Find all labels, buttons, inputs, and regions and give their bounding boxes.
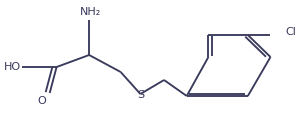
Text: S: S	[137, 90, 144, 100]
Text: NH₂: NH₂	[80, 7, 101, 17]
Text: Cl: Cl	[286, 27, 297, 37]
Text: HO: HO	[3, 62, 21, 72]
Text: O: O	[38, 96, 47, 106]
